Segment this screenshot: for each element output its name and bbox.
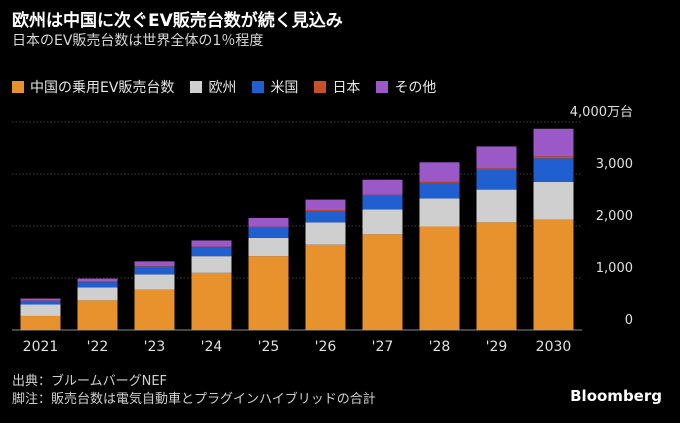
bar-segment-2030-s2	[533, 158, 574, 182]
footer: 出典：ブルームバーグNEF 脚注：販売台数は電気自動車とプラグインハイブリッドの…	[12, 373, 376, 409]
bar-segment-2030-s0	[533, 219, 574, 330]
chart-subtitle: 日本のEV販売台数は世界全体の1％程度	[12, 33, 264, 49]
legend-label-china: 中国の乗用EV販売台数	[30, 80, 175, 96]
bar-segment-28-s3	[419, 181, 460, 183]
x-tick-label-1: '22	[87, 339, 109, 355]
bar-segment-24-s4	[191, 240, 232, 247]
legend-label-europe: 欧州	[208, 80, 237, 96]
legend-swatch-japan	[314, 81, 327, 93]
bar-segment-2030-s4	[533, 128, 574, 157]
bar-segment-28-s0	[419, 226, 460, 330]
legend-item-us: 米国	[252, 77, 298, 97]
bar-segment-26-s0	[305, 244, 346, 330]
legend-item-china: 中国の乗用EV販売台数	[12, 77, 174, 97]
bar-segment-2021-s4	[20, 298, 61, 301]
bar-segment-27-s0	[362, 234, 403, 330]
legend-swatch-china	[12, 81, 24, 93]
x-tick-label-3: '24	[201, 339, 223, 355]
chart-title: 欧州は中国に次ぐEV販売台数が続く見込み	[12, 11, 343, 31]
legend: 中国の乗用EV販売台数 欧州 米国 日本 その他	[12, 77, 436, 97]
source-note: 出典：ブルームバーグNEF	[12, 374, 168, 389]
bar-segment-27-s1	[362, 209, 403, 235]
bar-segment-29-s3	[476, 168, 517, 170]
bar-segment-2021-s0	[20, 315, 61, 330]
bar-segment-26-s4	[305, 199, 346, 210]
x-tick-label-4: '25	[258, 339, 280, 355]
bar-segment-2030-s3	[533, 156, 574, 159]
axis-labels: 0 1,000 2,000 3,000 4,000万台 2021 '22 '23 '24 '25 '…	[23, 105, 633, 355]
bar-segment-23-s3	[134, 266, 175, 267]
bar-segment-27-s2	[362, 195, 403, 210]
x-tick-label-2: '23	[144, 339, 166, 355]
legend-item-europe: 欧州	[190, 77, 236, 97]
bar-segment-22-s0	[77, 300, 118, 330]
bar-segment-29-s2	[476, 169, 517, 190]
legend-item-japan: 日本	[314, 77, 360, 97]
footnote: 脚注：販売台数は電気自動車とプラグインハイブリッドの合計	[12, 392, 376, 407]
x-tick-label-8: '29	[486, 339, 508, 355]
x-tick-label-6: '27	[372, 339, 394, 355]
bars	[20, 128, 574, 330]
bar-segment-24-s3	[191, 246, 232, 248]
x-tick-label-7: '28	[429, 339, 451, 355]
bar-segment-26-s3	[305, 209, 346, 211]
x-tick-label-9: 2030	[536, 339, 572, 355]
bar-segment-25-s3	[248, 226, 289, 228]
y-tick-label-1: 1,000	[596, 261, 633, 276]
bar-segment-2021-s1	[20, 304, 61, 316]
bar-segment-23-s2	[134, 266, 175, 275]
bar-segment-28-s4	[419, 162, 460, 182]
bar-segment-29-s4	[476, 146, 517, 169]
y-tick-label-0: 0	[625, 313, 633, 328]
legend-swatch-europe	[190, 81, 203, 93]
bar-segment-26-s1	[305, 222, 346, 245]
bar-segment-23-s4	[134, 261, 175, 267]
bar-segment-27-s4	[362, 179, 403, 195]
legend-swatch-other	[376, 81, 389, 93]
bar-segment-28-s2	[419, 182, 460, 199]
bar-segment-25-s0	[248, 256, 289, 330]
y-tick-label-4: 4,000万台	[570, 105, 633, 120]
legend-item-other: その他	[376, 77, 436, 97]
y-tick-label-3: 3,000	[596, 157, 633, 172]
bar-segment-25-s4	[248, 217, 289, 227]
bar-segment-22-s2	[77, 282, 118, 288]
bar-segment-24-s0	[191, 272, 232, 330]
bar-segment-25-s2	[248, 227, 289, 238]
legend-swatch-us	[252, 81, 265, 93]
x-tick-label-0: 2021	[23, 339, 59, 355]
bloomberg-logo: Bloomberg	[570, 387, 662, 405]
bar-segment-23-s1	[134, 274, 175, 290]
bar-segment-22-s1	[77, 287, 118, 301]
bar-segment-25-s1	[248, 237, 289, 257]
legend-label-japan: 日本	[332, 80, 361, 96]
bar-segment-2030-s1	[533, 181, 574, 220]
y-tick-label-2: 2,000	[596, 209, 633, 224]
bar-segment-23-s0	[134, 289, 175, 330]
bar-segment-29-s1	[476, 189, 517, 223]
bar-segment-28-s1	[419, 198, 460, 227]
bar-segment-27-s3	[362, 194, 403, 196]
bar-segment-24-s2	[191, 247, 232, 257]
bar-segment-29-s0	[476, 222, 517, 330]
bar-segment-24-s1	[191, 256, 232, 273]
bar-segment-2021-s2	[20, 300, 61, 305]
bar-segment-26-s2	[305, 210, 346, 223]
x-tick-label-5: '26	[315, 339, 337, 355]
legend-label-us: 米国	[270, 80, 299, 96]
legend-label-other: その他	[394, 80, 437, 96]
bar-segment-22-s4	[77, 278, 118, 282]
